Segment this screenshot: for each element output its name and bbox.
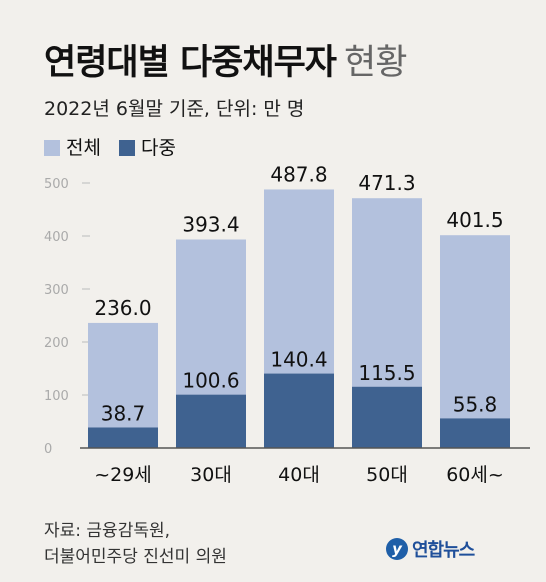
chart-title: 연령대별 다중채무자 현황 [44, 34, 407, 85]
data-label-multi-1: 100.6 [182, 369, 239, 393]
bar-multi-1 [176, 394, 246, 448]
publisher-logo: y 연합뉴스 [386, 536, 475, 562]
legend-swatch-total [44, 140, 60, 156]
chart-subtitle: 2022년 6월말 기준, 단위: 만 명 [44, 98, 305, 120]
x-tick-label-3: 50대 [366, 464, 408, 486]
x-tick-label-4: 60세~ [446, 464, 504, 486]
yonhap-logo-icon: y [386, 538, 408, 560]
legend-item-multi: 다중 [118, 133, 176, 160]
bar-multi-3 [352, 386, 422, 448]
data-label-multi-2: 140.4 [270, 348, 327, 372]
source-line-2: 더불어민주당 진선미 의원 [44, 547, 227, 567]
source-note: 자료: 금융감독원, 더불어민주당 진선미 의원 [44, 518, 227, 570]
legend-label-multi: 다중 [140, 137, 176, 159]
data-label-multi-3: 115.5 [358, 361, 415, 385]
logo-text: 연합뉴스 [412, 540, 475, 561]
bar-multi-2 [264, 373, 334, 448]
bar-total-4 [440, 235, 510, 448]
y-tick-label-3: 300 [44, 283, 69, 298]
data-label-total-3: 471.3 [358, 171, 415, 195]
title-sub: 현황 [344, 43, 407, 83]
bar-multi-4 [440, 418, 510, 448]
title-main: 연령대별 다중채무자 [44, 43, 337, 83]
legend: 전체 다중 [44, 133, 186, 160]
data-label-multi-4: 55.8 [453, 392, 498, 416]
x-tick-label-0: ~29세 [94, 464, 152, 486]
data-label-total-4: 401.5 [446, 208, 503, 232]
legend-label-total: 전체 [66, 137, 101, 159]
data-label-total-2: 487.8 [270, 162, 327, 186]
bar-chart: 0 100 200 300 400 500 236.0 38.7 ~29세 393.4 100.6 3… [44, 162, 530, 486]
data-label-total-1: 393.4 [182, 212, 239, 236]
data-label-total-0: 236.0 [94, 296, 151, 320]
legend-swatch-multi [118, 140, 135, 156]
legend-item-total: 전체 [44, 133, 101, 160]
bar-total-0 [88, 322, 158, 448]
y-tick-label-4: 400 [44, 230, 69, 245]
y-tick-label-2: 200 [44, 336, 69, 351]
data-label-multi-0: 38.7 [101, 401, 146, 425]
y-tick-label-0: 0 [44, 442, 52, 457]
x-tick-label-2: 40대 [278, 464, 320, 486]
y-tick-label-1: 100 [44, 389, 69, 404]
y-tick-label-5: 500 [44, 177, 69, 192]
source-line-1: 자료: 금융감독원, [44, 521, 171, 541]
bar-multi-0 [88, 427, 158, 448]
x-tick-label-1: 30대 [190, 464, 232, 486]
